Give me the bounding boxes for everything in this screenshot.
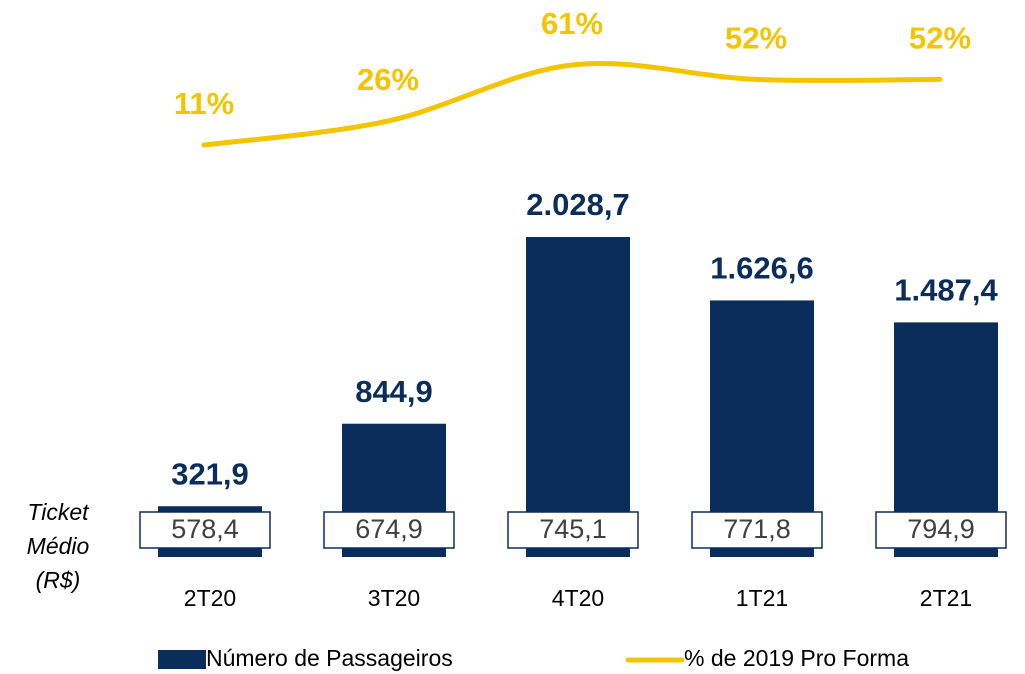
line-value-label: 52% — [725, 21, 787, 56]
x-tick-label: 4T20 — [552, 585, 604, 611]
bar-value-label: 2.028,7 — [526, 187, 629, 222]
bar — [526, 237, 630, 557]
x-tick-label: 3T20 — [368, 585, 420, 611]
ticket-value-label: 771,8 — [723, 514, 791, 544]
line-value-label: 11% — [174, 86, 234, 121]
ticket-box — [323, 511, 455, 549]
ticket-label: Ticket Médio (R$) — [26, 499, 90, 593]
bar-value-label: 1.487,4 — [894, 273, 998, 308]
ticket-box — [691, 511, 823, 549]
bar-value-label: 844,9 — [355, 374, 433, 409]
x-tick-label: 2T20 — [184, 585, 236, 611]
x-tick-label: 2T21 — [920, 585, 972, 611]
bar-value-label: 1.626,6 — [710, 251, 813, 286]
ticket-value-label: 794,9 — [907, 514, 975, 544]
legend-label: Número de Passageiros — [206, 645, 453, 671]
ticket-value-label: 745,1 — [539, 514, 607, 544]
line — [201, 60, 943, 148]
bar-value-label: 321,9 — [171, 456, 249, 491]
line-value-label: 26% — [357, 62, 419, 97]
ticket-value-label: 578,4 — [171, 514, 239, 544]
ticket-box — [507, 511, 639, 549]
line-value-label: 61% — [541, 6, 603, 41]
x-tick-label: 1T21 — [736, 585, 788, 611]
ticket-box — [875, 511, 1007, 549]
ticket-box — [139, 511, 271, 549]
legend-swatch — [158, 650, 206, 669]
ticket-value-label: 674,9 — [355, 514, 423, 544]
legend-label: % de 2019 Pro Forma — [684, 645, 909, 671]
line-value-label: 52% — [909, 21, 971, 56]
